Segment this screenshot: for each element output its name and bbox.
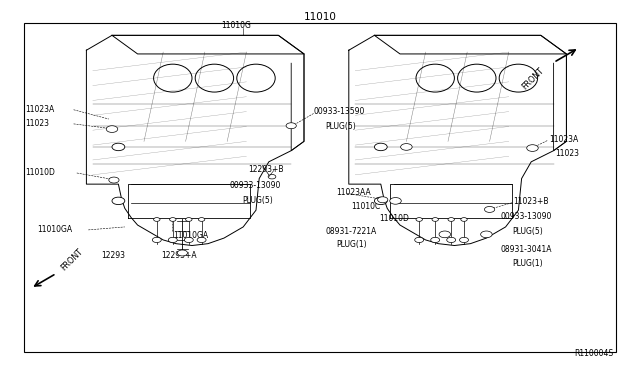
Text: 00933-13590: 00933-13590 bbox=[314, 107, 365, 116]
Circle shape bbox=[401, 144, 412, 150]
Circle shape bbox=[152, 237, 161, 243]
Text: 08931-3041A: 08931-3041A bbox=[500, 246, 552, 254]
Circle shape bbox=[170, 218, 176, 221]
Text: 11023A: 11023A bbox=[549, 135, 579, 144]
Text: 11010GA: 11010GA bbox=[37, 225, 72, 234]
Text: 11010C: 11010C bbox=[351, 202, 380, 211]
Text: 11023: 11023 bbox=[556, 149, 580, 158]
Circle shape bbox=[484, 206, 495, 212]
Circle shape bbox=[416, 218, 422, 221]
Text: PLUG(1): PLUG(1) bbox=[336, 240, 367, 249]
Circle shape bbox=[177, 250, 188, 256]
Text: 11023+B: 11023+B bbox=[513, 197, 548, 206]
Text: 11010D: 11010D bbox=[379, 214, 409, 223]
Circle shape bbox=[184, 237, 193, 243]
Circle shape bbox=[168, 237, 177, 243]
Text: 12293+A: 12293+A bbox=[161, 251, 197, 260]
Text: R110004S: R110004S bbox=[574, 349, 613, 358]
Circle shape bbox=[374, 197, 387, 205]
Circle shape bbox=[461, 218, 467, 221]
Circle shape bbox=[112, 197, 125, 205]
Text: 12293+B: 12293+B bbox=[248, 165, 284, 174]
Circle shape bbox=[378, 197, 388, 203]
Text: 08931-7221A: 08931-7221A bbox=[325, 227, 376, 236]
Circle shape bbox=[527, 145, 538, 151]
Text: 11010G: 11010G bbox=[221, 21, 251, 30]
Text: 11023A: 11023A bbox=[26, 105, 55, 114]
Circle shape bbox=[390, 198, 401, 204]
Text: PLUG(5): PLUG(5) bbox=[512, 227, 543, 236]
Text: PLUG(5): PLUG(5) bbox=[325, 122, 356, 131]
Circle shape bbox=[198, 218, 205, 221]
Text: 11010D: 11010D bbox=[26, 169, 56, 177]
Circle shape bbox=[460, 237, 468, 243]
Circle shape bbox=[447, 237, 456, 243]
Circle shape bbox=[448, 218, 454, 221]
Text: PLUG(5): PLUG(5) bbox=[242, 196, 273, 205]
Circle shape bbox=[286, 123, 296, 129]
Circle shape bbox=[374, 143, 387, 151]
Circle shape bbox=[186, 218, 192, 221]
Text: 11010: 11010 bbox=[303, 12, 337, 22]
Text: 00933-13090: 00933-13090 bbox=[500, 212, 552, 221]
Circle shape bbox=[432, 218, 438, 221]
Text: 11023: 11023 bbox=[26, 119, 50, 128]
Text: FRONT: FRONT bbox=[520, 66, 545, 92]
Circle shape bbox=[197, 237, 206, 243]
Text: 12293: 12293 bbox=[101, 251, 125, 260]
Text: FRONT: FRONT bbox=[59, 247, 84, 272]
Text: PLUG(1): PLUG(1) bbox=[512, 259, 543, 268]
Circle shape bbox=[154, 218, 160, 221]
Circle shape bbox=[112, 143, 125, 151]
Circle shape bbox=[439, 231, 451, 238]
Circle shape bbox=[431, 237, 440, 243]
Circle shape bbox=[106, 126, 118, 132]
Bar bbox=[24, 23, 616, 352]
Circle shape bbox=[268, 174, 276, 179]
Circle shape bbox=[109, 177, 119, 183]
Text: 11023AA: 11023AA bbox=[336, 188, 371, 197]
Text: 11010GA: 11010GA bbox=[173, 231, 208, 240]
Circle shape bbox=[415, 237, 424, 243]
Text: 00933-13090: 00933-13090 bbox=[229, 181, 280, 190]
Circle shape bbox=[481, 231, 492, 238]
